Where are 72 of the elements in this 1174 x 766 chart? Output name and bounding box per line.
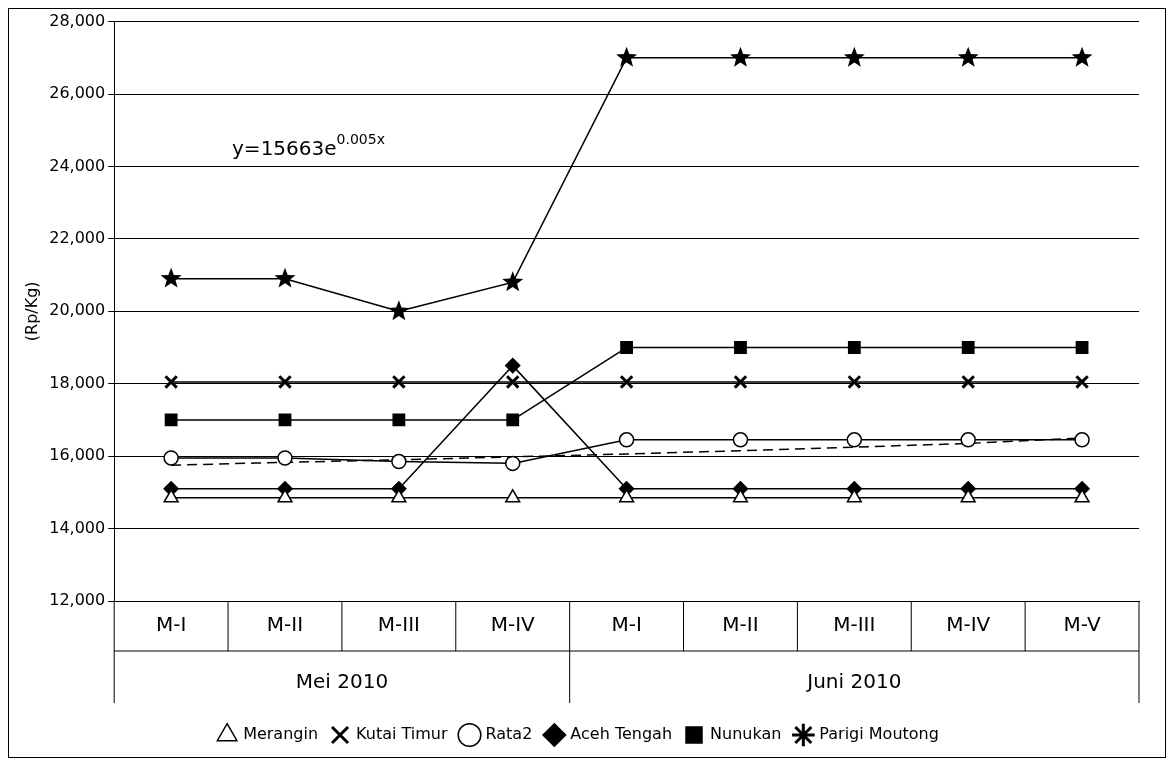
point	[620, 341, 633, 354]
point	[277, 450, 293, 466]
point	[164, 413, 178, 427]
y-tick-label: 18,000	[49, 372, 106, 392]
point	[619, 374, 634, 390]
point	[846, 489, 863, 503]
legend-label: Rata2	[485, 724, 533, 744]
point	[506, 413, 520, 427]
point	[391, 453, 407, 470]
point	[843, 46, 865, 67]
point	[960, 489, 976, 503]
point	[277, 489, 293, 503]
point	[730, 46, 751, 67]
point	[391, 374, 407, 390]
legend-label: Nunukan	[710, 724, 782, 744]
point	[505, 489, 521, 503]
point	[504, 455, 521, 472]
point	[504, 357, 521, 374]
y-axis-title: (Rp/Kg)	[21, 281, 41, 342]
x-tick-label: M-V	[1063, 612, 1101, 637]
x-tick-label: M-I	[611, 612, 642, 637]
y-tick-label: 26,000	[49, 83, 106, 103]
text: Juni 2010	[805, 669, 902, 694]
point	[505, 374, 520, 390]
point	[163, 450, 179, 466]
point	[1074, 489, 1090, 503]
text: Mei 2010	[295, 669, 389, 694]
point	[163, 374, 179, 390]
point	[732, 489, 749, 503]
point	[616, 46, 638, 67]
x-tick-label: M-III	[377, 612, 420, 637]
point	[1074, 432, 1090, 448]
point	[160, 267, 182, 288]
point	[734, 341, 747, 354]
point	[960, 432, 976, 448]
point	[274, 267, 296, 288]
legend-label: Merangin	[243, 724, 319, 744]
x-tick-label: M-IV	[946, 612, 991, 637]
x-tick-label: M-II	[722, 612, 759, 637]
point	[957, 46, 979, 67]
point	[388, 300, 410, 321]
point	[163, 489, 179, 503]
y-tick-label: 22,000	[49, 228, 106, 248]
x-tick-label: M-II	[266, 612, 304, 637]
point	[277, 374, 293, 390]
x-tick-label: M-IV	[490, 612, 536, 637]
point	[732, 432, 749, 448]
point	[391, 489, 407, 503]
x-tick-label: M-I	[155, 612, 187, 637]
legend-label: Aceh Tengah	[570, 724, 673, 744]
point	[847, 374, 862, 390]
point	[846, 432, 863, 448]
y-tick-label: 12,000	[49, 590, 106, 610]
y-tick-label: 28,000	[49, 10, 106, 30]
y-tick-label: 24,000	[49, 155, 106, 175]
point	[1075, 341, 1089, 354]
point	[502, 271, 524, 292]
y-tick-label: 14,000	[49, 517, 106, 537]
point	[1074, 374, 1090, 390]
point	[618, 489, 635, 503]
legend-label: Kutai Timur	[356, 724, 448, 744]
point	[392, 413, 406, 427]
point	[1071, 46, 1093, 67]
point	[847, 341, 861, 354]
y-tick-label: 20,000	[49, 300, 106, 320]
y-tick-label: 16,000	[49, 445, 106, 465]
point	[618, 432, 635, 448]
x-tick-label: M-III	[833, 612, 876, 637]
point	[733, 374, 748, 390]
point	[961, 374, 976, 390]
point	[961, 341, 975, 354]
legend-label: Parigi Moutong	[819, 724, 939, 744]
